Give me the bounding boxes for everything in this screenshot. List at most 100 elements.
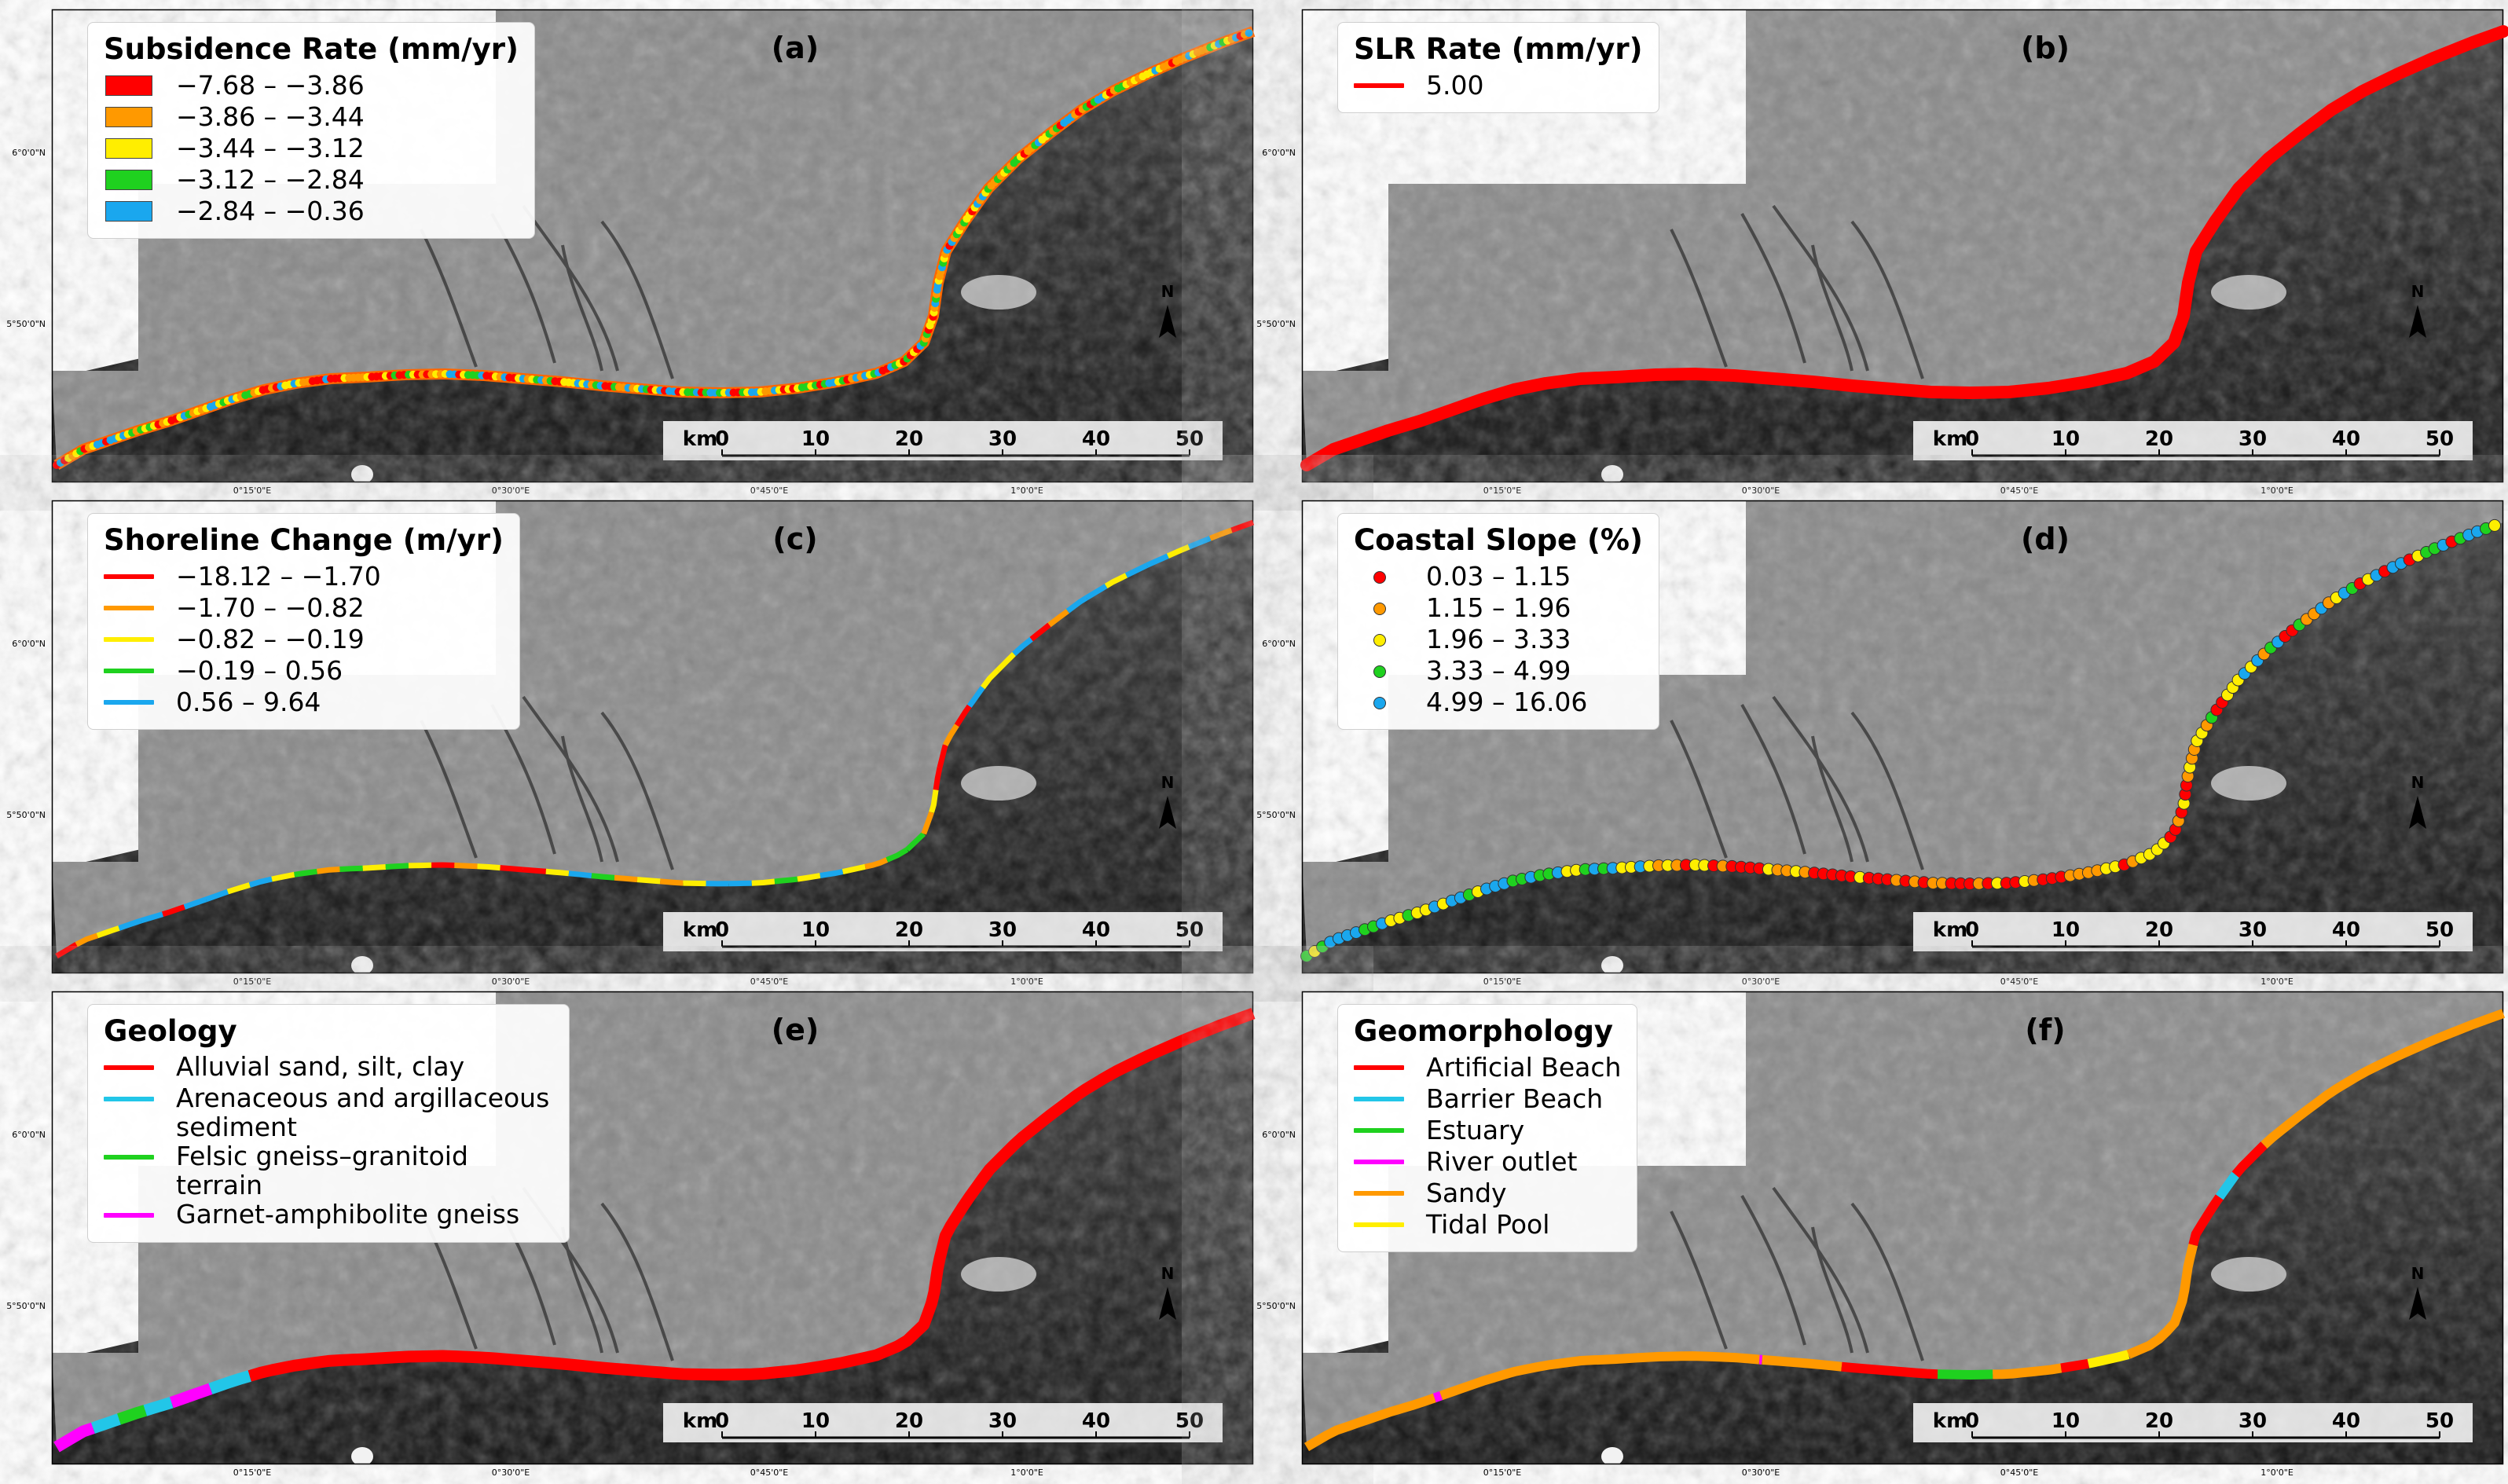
lat-tick-label: 6°0'0"N — [1262, 1130, 1296, 1140]
coastline-segment — [905, 831, 926, 852]
scale-tick-label: 10 — [2052, 918, 2080, 942]
legend-item: −1.70 – −0.82 — [104, 592, 504, 624]
coastline-segment — [248, 876, 273, 888]
scale-tick-label: 0 — [715, 1409, 729, 1433]
legend-dot-icon — [1354, 687, 1404, 718]
legend-line-icon — [1354, 70, 1404, 101]
legend-dot-icon — [1354, 592, 1404, 624]
coastline-symbology — [53, 26, 1256, 471]
lon-tick-label: 0°45'0"E — [750, 1468, 789, 1478]
scale-unit: km — [683, 918, 717, 942]
lat-tick-label: 6°0'0"N — [12, 148, 46, 158]
svg-text:N: N — [2411, 1264, 2425, 1283]
legend: Subsidence Rate (mm/yr) −7.68 – −3.86 −3.8… — [87, 22, 535, 239]
island — [1601, 1447, 1623, 1466]
legend-line-icon — [1354, 1052, 1404, 1083]
coastline-segment — [1762, 1354, 1842, 1372]
panel-label: (c) — [772, 522, 817, 556]
lon-tick-label: 0°30'0"E — [492, 486, 530, 496]
lon-tick-label: 0°30'0"E — [492, 1468, 530, 1478]
coastline-segment — [96, 925, 120, 939]
lat-tick-label: 5°50'0"N — [1256, 319, 1296, 329]
coastline-segment — [2215, 1171, 2240, 1200]
lon-tick-label: 0°30'0"E — [1742, 977, 1780, 987]
coastline-segment — [1166, 544, 1190, 559]
legend-item: Sandy — [1354, 1178, 1621, 1209]
coastline-segment — [2060, 1358, 2089, 1373]
legend-item: Artificial Beach — [1354, 1052, 1621, 1083]
legend-item: Barrier Beach — [1354, 1083, 1621, 1115]
legend-label: −3.86 – −3.44 — [176, 101, 365, 132]
lat-tick-label: 5°50'0"N — [6, 319, 46, 329]
legend-item: −18.12 – −1.70 — [104, 561, 504, 592]
legend-label: 4.99 – 16.06 — [1426, 687, 1588, 717]
legend-line-icon — [104, 1200, 154, 1231]
coastline-segment — [2488, 518, 2501, 532]
river-channels — [1670, 1186, 1924, 1361]
coastline-segment — [1012, 636, 1033, 657]
coastline-segment — [162, 904, 185, 918]
legend-item: 3.33 – 4.99 — [1354, 655, 1643, 687]
coastline-segment — [1065, 595, 1088, 614]
legend-title: Subsidence Rate (mm/yr) — [104, 32, 519, 66]
legend-swatch-icon — [104, 164, 154, 196]
coastline-segment — [954, 704, 972, 727]
scale-tick-label: 50 — [1175, 1409, 1204, 1433]
scale-bar: km0 10 20 30 40 50 — [663, 1403, 1223, 1442]
lon-tick-label: 0°45'0"E — [2000, 1468, 2039, 1478]
lat-tick-label: 6°0'0"N — [1262, 148, 1296, 158]
map-canvas: km0 10 20 30 40 50 N (a) 6°0'0"N 5°50'0"N 0°15'0"E… — [6, 9, 1256, 496]
lon-tick-label: 1°0'0"E — [2260, 1468, 2294, 1478]
coastline-symbology — [1300, 25, 2508, 471]
legend-item: River outlet — [1354, 1146, 1621, 1178]
svg-text:N: N — [1161, 773, 1175, 792]
legend-label: Tidal Pool — [1426, 1209, 1550, 1240]
legend-line-icon — [104, 624, 154, 655]
lat-tick-label: 6°0'0"N — [12, 1130, 46, 1140]
panel-label: (a) — [772, 31, 819, 65]
coastline-segment — [1187, 536, 1212, 550]
coastline-segment — [2188, 1194, 2224, 1247]
lon-tick-label: 1°0'0"E — [1010, 977, 1043, 987]
legend-title: Geology — [104, 1014, 237, 1048]
scale-tick-label: 20 — [2145, 427, 2173, 451]
legend-item: 1.15 – 1.96 — [1354, 592, 1643, 624]
lon-tick-label: 0°15'0"E — [233, 977, 272, 987]
legend-label: Garnet-amphibolite gneiss — [176, 1199, 520, 1229]
lagoon — [2211, 275, 2286, 310]
coastline-segment — [568, 870, 592, 879]
coastline-segment — [55, 942, 78, 959]
map-canvas: km0 10 20 30 40 50 N (d) 6°0'0"N 5°50'0"N 0°15'0"E… — [1256, 500, 2504, 987]
legend: Coastal Slope (%) 0.03 – 1.15 1.15 – 1.96 1… — [1337, 513, 1659, 730]
coastline-segment — [183, 896, 207, 910]
coastline-segment — [1841, 1361, 1938, 1380]
legend-label: −7.68 – −3.86 — [176, 70, 365, 101]
lon-tick-label: 0°30'0"E — [1742, 1468, 1780, 1478]
scale-tick-label: 0 — [715, 918, 729, 942]
coastline-symbology — [1300, 518, 2501, 962]
legend-item: Tidal Pool — [1354, 1209, 1621, 1240]
coastline-segment — [2260, 1009, 2506, 1149]
legend-swatch-icon — [104, 101, 154, 133]
svg-text:N: N — [1161, 1264, 1175, 1283]
scale-tick-label: 50 — [1175, 427, 1204, 451]
legend-item: 1.96 – 3.33 — [1354, 624, 1643, 655]
legend-line-icon — [1354, 1146, 1404, 1178]
map-panel-a: km 0 10 20 30 40 50 N (a) 6°0'0"N 5°50'0"N 0°15'0"E… — [6, 9, 1256, 496]
legend: SLR Rate (mm/yr) 5.00 — [1337, 22, 1659, 113]
coastline-segment — [966, 686, 985, 708]
lon-tick-label: 0°30'0"E — [492, 977, 530, 987]
coastline-segment — [2126, 1244, 2198, 1359]
legend-line-icon — [104, 561, 154, 592]
coastline-segment — [117, 1405, 147, 1425]
land-texture — [1302, 500, 2503, 956]
legend-label: −18.12 – −1.70 — [176, 561, 381, 592]
scale-tick-label: 40 — [2332, 427, 2360, 451]
island — [351, 465, 373, 484]
scale-tick-label: 50 — [2426, 918, 2454, 942]
legend-label: 1.15 – 1.96 — [1426, 592, 1571, 623]
coastline-segment — [659, 878, 684, 886]
scale-tick-label: 0 — [1965, 427, 1979, 451]
scale-tick-label: 10 — [801, 918, 830, 942]
svg-text:N: N — [2411, 773, 2425, 792]
